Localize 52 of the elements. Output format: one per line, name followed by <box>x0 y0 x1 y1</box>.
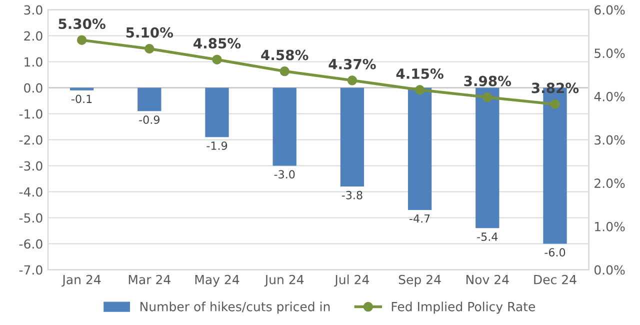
data-label: -3.0 <box>274 170 295 179</box>
x-tick-label: Jul 24 <box>334 274 369 287</box>
y-tick-label: -5.0 <box>19 213 42 223</box>
y-tick-label: -1.0 <box>19 109 42 119</box>
data-label: -1.9 <box>206 142 228 150</box>
data-label: -6.0 <box>544 248 566 257</box>
data-label: 4.85% <box>194 38 241 49</box>
data-label: -0.1 <box>72 94 92 104</box>
point <box>280 66 290 76</box>
y2-tick-label: 2.0% <box>594 178 625 188</box>
legend-label: Number of hikes/cuts priced in <box>140 302 330 314</box>
data-label: 4.58% <box>261 50 308 60</box>
point <box>414 85 425 95</box>
y-tick-label: 0.0 <box>24 83 42 93</box>
point <box>482 92 492 102</box>
y-tick-label: -6.0 <box>19 239 42 249</box>
point <box>144 44 154 54</box>
y-tick-label: -3.0 <box>19 161 42 171</box>
y2-tick-label: 1.0% <box>595 222 625 232</box>
y-tick-label: -4.0 <box>19 187 42 197</box>
legend-label: Fed Implied Policy Rate <box>392 302 536 314</box>
y-tick-label: -2.0 <box>19 135 42 145</box>
y-tick-label: 1.0 <box>24 57 42 67</box>
y-tick-label: 2.0 <box>24 31 42 41</box>
data-label: 4.37% <box>328 58 376 70</box>
data-label: -4.7 <box>410 214 430 223</box>
x-tick-label: Dec 24 <box>534 274 576 284</box>
data-label: 4.15% <box>396 68 444 79</box>
x-tick-label: Jan 24 <box>62 274 101 287</box>
x-tick-label: Jun 24 <box>264 274 304 287</box>
y2-tick-label: 5.0% <box>594 48 625 58</box>
point <box>212 54 222 64</box>
x-tick-label: Nov 24 <box>466 274 509 284</box>
data-label: 5.10% <box>126 27 174 38</box>
point <box>76 35 87 45</box>
y2-tick-label: 3.0% <box>594 135 625 145</box>
data-label: 3.98% <box>464 76 512 86</box>
x-tick-label: Sep 24 <box>398 274 441 287</box>
data-label: -0.9 <box>139 116 160 124</box>
y2-tick-label: 0.0% <box>594 265 625 275</box>
x-tick-label: May 24 <box>195 274 240 287</box>
y-tick-label: 3.0 <box>24 5 42 15</box>
y2-tick-label: 4.0% <box>594 92 625 102</box>
data-label: -5.4 <box>477 232 498 241</box>
y-tick-label: -7.0 <box>19 265 42 275</box>
y2-tick-label: 6.0% <box>594 5 625 15</box>
data-label: 5.30% <box>58 18 106 30</box>
point <box>550 99 560 110</box>
point <box>347 76 358 86</box>
x-tick-label: Mar 24 <box>128 274 170 284</box>
data-label: -3.8 <box>342 190 362 200</box>
data-label: 3.82% <box>532 82 579 94</box>
